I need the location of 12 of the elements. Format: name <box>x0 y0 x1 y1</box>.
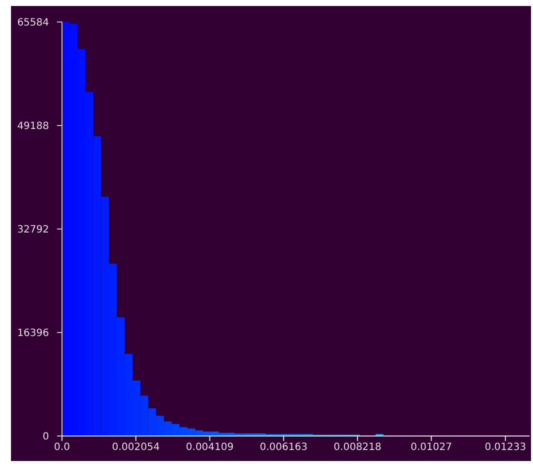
y-tick-label: 32792 <box>17 224 49 236</box>
y-tick-label: 49188 <box>17 121 49 132</box>
x-tick-label: 0.0 <box>54 442 70 454</box>
x-tick-label: 0.002054 <box>112 442 160 454</box>
x-tick-label: 0.006163 <box>260 442 308 454</box>
y-tick-label: 16396 <box>17 328 49 340</box>
x-tick-label: 0.008218 <box>334 442 382 454</box>
x-tick-label: 0.004109 <box>186 442 234 454</box>
y-tick-label: 0 <box>42 432 49 443</box>
y-tick-label: 65584 <box>17 18 49 29</box>
x-tick-label: 0.01233 <box>484 442 526 454</box>
x-tick-label: 0.01027 <box>410 442 452 454</box>
